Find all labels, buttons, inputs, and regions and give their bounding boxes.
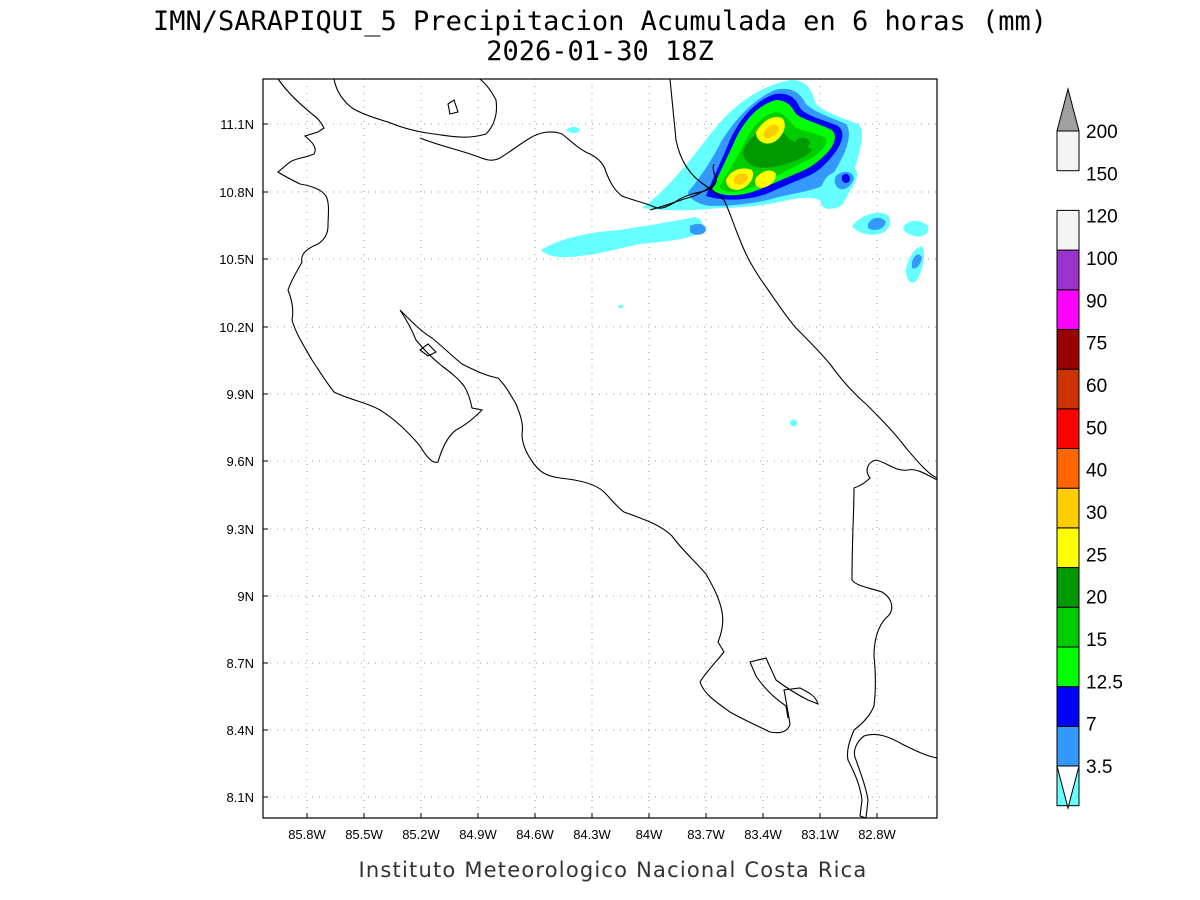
precip-cell-40-south-west	[733, 173, 748, 185]
lat-tick-label: 9.3N	[227, 522, 254, 537]
colorbar-level-label: 20	[1086, 588, 1107, 609]
colorbar-swatch	[1056, 487, 1080, 529]
latitude-tick-labels: 8.1N 8.4N 8.7N 9N 9.3N 9.6N 9.9N 10.2N 10.5N 10.8…	[219, 117, 254, 805]
colorbar-legend: 3.5 7 12.5 15 20 25 30 40 50 60 75 90 100 120 150 200	[1056, 87, 1123, 810]
lat-tick-label: 10.2N	[219, 320, 254, 335]
colorbar-swatch	[1056, 646, 1080, 688]
lon-tick-label: 83.1W	[801, 827, 839, 842]
colorbar-swatch	[1056, 368, 1080, 410]
map-frame	[262, 78, 938, 819]
colorbar-level-label: 75	[1086, 334, 1107, 355]
colorbar-swatch	[1056, 209, 1080, 251]
panama-border	[846, 459, 938, 819]
colorbar-swatch	[1056, 686, 1080, 727]
lat-tick-label: 9N	[237, 589, 254, 604]
colorbar-swatch	[1056, 725, 1080, 767]
lon-tick-label: 84.6W	[516, 827, 554, 842]
colorbar-level-label: 200	[1086, 122, 1118, 143]
colorbar-level-label: 40	[1086, 461, 1107, 482]
colorbar-swatch	[1056, 408, 1080, 449]
lat-tick-label: 10.5N	[219, 252, 254, 267]
colorbar-swatch	[1056, 130, 1080, 172]
colorbar-swatch	[1056, 567, 1080, 608]
colorbar-swatch	[1056, 289, 1080, 330]
precipitation-field	[541, 79, 929, 427]
lon-tick-label: 84W	[636, 827, 663, 842]
colorbar-level-label: 12.5	[1086, 672, 1123, 693]
lat-tick-label: 9.9N	[227, 387, 254, 402]
coastlines-and-borders	[277, 78, 938, 819]
colorbar-level-label: 120	[1086, 207, 1118, 228]
colorbar-swatch	[1056, 606, 1080, 648]
colorbar-level-label: 7	[1086, 715, 1097, 736]
precip-speck-center	[618, 304, 623, 309]
colorbar-level-label: 3.5	[1086, 757, 1112, 778]
precip-cell-30-south-east	[755, 170, 776, 188]
nicaragua-lake-coastline	[277, 78, 819, 734]
san-juan-river-border	[649, 163, 717, 211]
precip-far-east-7	[868, 217, 886, 230]
precip-speck-caribbean	[790, 419, 797, 427]
lat-tick-label: 8.7N	[227, 656, 254, 671]
lat-tick-label: 8.1N	[227, 790, 254, 805]
map-plot-area	[262, 78, 938, 819]
colorbar-max-arrow	[1056, 87, 1080, 132]
colorbar-level-label: 50	[1086, 418, 1107, 439]
lon-tick-label: 83.4W	[744, 827, 782, 842]
lon-tick-label: 85.5W	[345, 827, 383, 842]
precip-speck-north	[566, 127, 580, 133]
colorbar-swatch	[1056, 328, 1080, 370]
precip-cell-west-7	[690, 223, 706, 235]
lat-tick-label: 11.1N	[220, 117, 254, 132]
lon-tick-label: 84.9W	[459, 827, 497, 842]
lon-tick-label: 85.2W	[402, 827, 440, 842]
colorbar-swatch	[1056, 249, 1080, 291]
colorbar-level-label: 150	[1086, 164, 1118, 185]
precip-far-east-2-3-5	[903, 220, 929, 237]
nicaragua-lake-island	[447, 99, 459, 115]
gulf-of-nicoya-island	[419, 343, 437, 357]
precip-band-west-3-5	[541, 217, 703, 258]
precip-cell-40-north	[763, 124, 779, 138]
precip-east-cell-12-5	[842, 173, 850, 183]
lat-tick-label: 10.8N	[219, 185, 254, 200]
colorbar-level-label: 30	[1086, 503, 1107, 524]
lat-tick-label: 9.6N	[227, 454, 254, 469]
lat-tick-label: 8.4N	[227, 723, 254, 738]
map-title: IMN/SARAPIQUI_5 Precipitacion Acumulada …	[153, 6, 1047, 37]
precip-coast-cell-7	[912, 254, 922, 269]
colorbar-level-label: 90	[1086, 291, 1107, 312]
colorbar-level-label: 25	[1086, 545, 1107, 566]
costa-rica-caribbean-coastline	[669, 78, 938, 479]
nicaragua-north-coastline	[333, 78, 498, 138]
colorbar-level-label: 60	[1086, 376, 1107, 397]
colorbar-swatch	[1056, 527, 1080, 569]
map-gridlines	[263, 79, 937, 818]
lon-tick-label: 84.3W	[573, 827, 611, 842]
colorbar-swatch	[1056, 448, 1080, 489]
precip-cell-25-east	[796, 137, 810, 149]
lon-tick-label: 83.7W	[687, 827, 725, 842]
longitude-tick-labels: 85.8W 85.5W 85.2W 84.9W 84.6W 84.3W 84W 83.7W 83…	[288, 827, 896, 842]
colorbar-min-arrow	[1056, 765, 1080, 810]
colorbar-level-label: 100	[1086, 249, 1118, 270]
lon-tick-label: 85.8W	[288, 827, 326, 842]
lon-tick-label: 82.8W	[858, 827, 896, 842]
colorbar-level-label: 15	[1086, 630, 1107, 651]
map-subtitle-datetime: 2026-01-30 18Z	[486, 36, 714, 67]
footer-institution: Instituto Meteorologico Nacional Costa R…	[359, 858, 868, 882]
